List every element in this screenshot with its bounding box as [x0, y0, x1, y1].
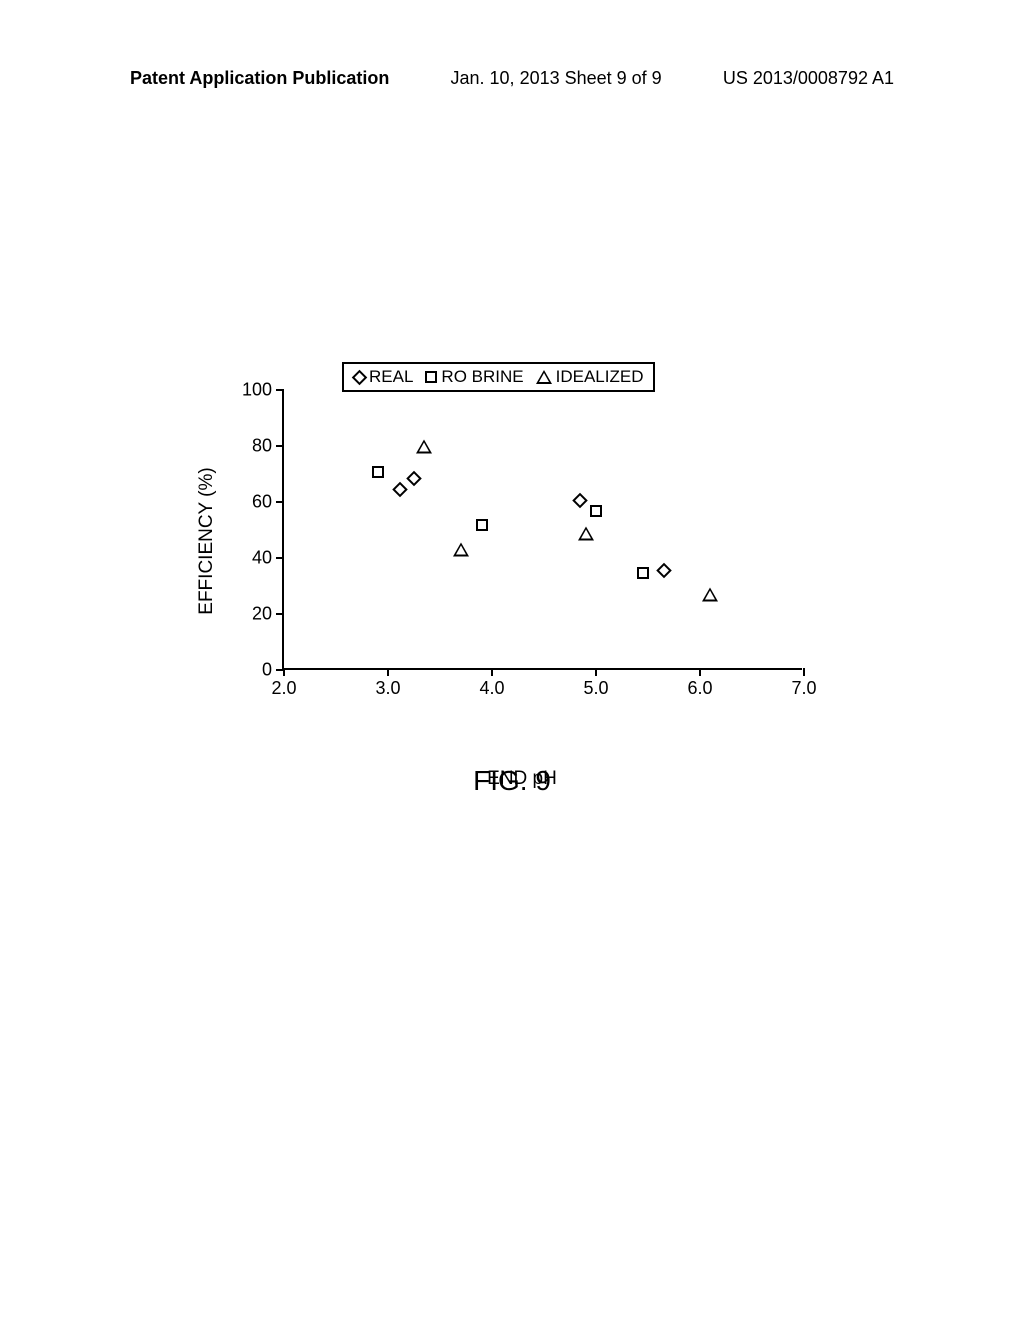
- header-publication: Patent Application Publication: [130, 68, 389, 89]
- x-tick: [491, 668, 493, 676]
- data-point-ro-brine: [476, 518, 488, 536]
- x-tick: [283, 668, 285, 676]
- data-point-real: [658, 563, 669, 581]
- x-tick-label: 2.0: [271, 678, 296, 699]
- y-tick: [276, 501, 284, 503]
- legend-label: REAL: [369, 367, 413, 387]
- scatter-chart: REAL RO BRINE IDEALIZED EFFICIENCY (%) 0…: [242, 370, 802, 730]
- legend-label: IDEALIZED: [556, 367, 644, 387]
- legend-item-ro-brine: RO BRINE: [425, 367, 523, 387]
- y-tick: [276, 613, 284, 615]
- legend-item-idealized: IDEALIZED: [536, 367, 644, 387]
- triangle-icon: [453, 543, 469, 557]
- diamond-icon: [406, 470, 422, 486]
- square-icon: [372, 466, 384, 478]
- square-icon: [637, 567, 649, 579]
- diamond-icon: [393, 482, 409, 498]
- triangle-icon: [536, 370, 552, 384]
- legend-item-real: REAL: [354, 367, 413, 387]
- square-icon: [425, 371, 437, 383]
- square-icon: [590, 505, 602, 517]
- x-tick: [595, 668, 597, 676]
- header-date-sheet: Jan. 10, 2013 Sheet 9 of 9: [451, 68, 662, 89]
- y-tick: [276, 557, 284, 559]
- x-tick-label: 7.0: [791, 678, 816, 699]
- x-tick-label: 4.0: [479, 678, 504, 699]
- data-point-real: [575, 493, 586, 511]
- legend-label: RO BRINE: [441, 367, 523, 387]
- diamond-icon: [573, 493, 589, 509]
- triangle-icon: [416, 439, 432, 453]
- data-point-ro-brine: [372, 465, 384, 483]
- x-tick-label: 6.0: [687, 678, 712, 699]
- data-point-ro-brine: [637, 566, 649, 584]
- data-point-idealized: [702, 588, 718, 607]
- x-tick: [699, 668, 701, 676]
- page-header: Patent Application Publication Jan. 10, …: [0, 68, 1024, 89]
- data-point-real: [395, 482, 406, 500]
- x-tick: [387, 668, 389, 676]
- y-axis-title: EFFICIENCY (%): [196, 467, 218, 614]
- y-tick: [276, 445, 284, 447]
- plot-area: 0204060801002.03.04.05.06.07.0: [282, 390, 802, 670]
- figure-caption: FIG. 9: [473, 765, 551, 797]
- x-tick-label: 5.0: [583, 678, 608, 699]
- header-patent-number: US 2013/0008792 A1: [723, 68, 894, 89]
- data-point-idealized: [416, 439, 432, 458]
- x-tick: [803, 668, 805, 676]
- data-point-real: [409, 471, 420, 489]
- square-icon: [476, 519, 488, 531]
- data-point-ro-brine: [590, 504, 602, 522]
- diamond-icon: [352, 369, 368, 385]
- y-tick-label: 100: [242, 380, 272, 401]
- chart-legend: REAL RO BRINE IDEALIZED: [342, 362, 655, 392]
- y-tick: [276, 389, 284, 391]
- x-tick-label: 3.0: [375, 678, 400, 699]
- y-tick-label: 20: [252, 604, 272, 625]
- diamond-icon: [656, 563, 672, 579]
- triangle-icon: [578, 526, 594, 540]
- y-tick-label: 80: [252, 436, 272, 457]
- triangle-icon: [702, 588, 718, 602]
- y-tick-label: 60: [252, 492, 272, 513]
- y-tick-label: 0: [262, 660, 272, 681]
- y-tick-label: 40: [252, 548, 272, 569]
- data-point-idealized: [578, 526, 594, 545]
- data-point-idealized: [453, 543, 469, 562]
